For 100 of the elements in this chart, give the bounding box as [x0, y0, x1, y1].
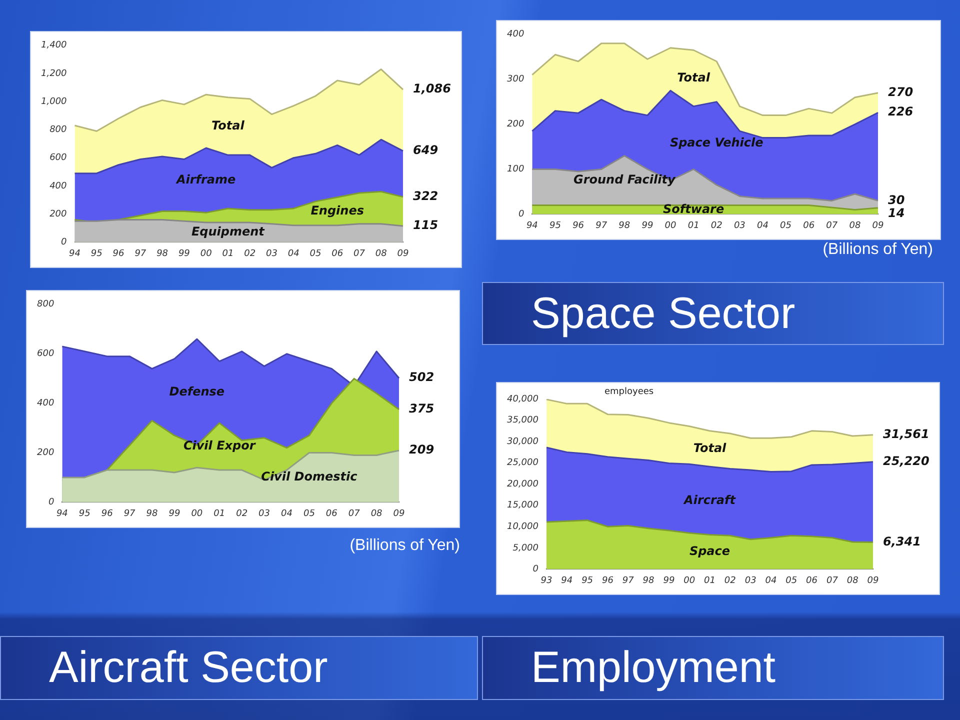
x-tick-label: 03	[744, 576, 757, 586]
x-tick-label: 01	[688, 220, 700, 231]
x-tick-label: 01	[704, 576, 716, 586]
series-label: Civil Domestic	[261, 470, 358, 484]
x-tick-label: 03	[258, 508, 270, 519]
x-tick-label: 04	[288, 248, 300, 259]
data-label: 375	[409, 402, 434, 416]
series-label: Civil Expor	[183, 438, 256, 453]
x-tick-label: 99	[642, 220, 654, 231]
data-label: 649	[413, 143, 438, 158]
x-tick-label: 06	[806, 576, 818, 586]
x-tick-label: 04	[757, 220, 769, 231]
text: (Billions of Yen)	[822, 240, 933, 260]
series-label: Defense	[169, 384, 225, 398]
y-tick-label: 400	[36, 398, 54, 409]
data-label: 31,561	[883, 427, 930, 442]
y-tick-label: 20,000	[506, 479, 539, 490]
x-tick-label: 98	[618, 220, 630, 231]
x-tick-label: 97	[622, 576, 634, 586]
text: Employment	[482, 636, 944, 700]
x-tick-label: 08	[375, 248, 388, 259]
series-label: Engines	[310, 203, 364, 218]
data-label: 322	[413, 189, 438, 204]
x-tick-label: 94	[56, 508, 68, 519]
x-tick-label: 94	[561, 576, 573, 586]
y-tick-label: 15,000	[506, 500, 539, 511]
x-tick-label: 00	[664, 220, 677, 231]
x-tick-label: 01	[214, 508, 226, 519]
x-tick-label: 05	[780, 220, 792, 231]
y-tick-label: 200	[506, 120, 524, 130]
y-tick-label: 25,000	[506, 458, 539, 468]
x-tick-label: 97	[124, 508, 136, 519]
data-label: 115	[413, 218, 438, 232]
series-label: Ground Facility	[574, 172, 676, 187]
x-tick-label: 08	[370, 508, 383, 519]
x-tick-label: 07	[354, 248, 366, 259]
x-tick-label: 95	[582, 576, 594, 586]
x-tick-label: 05	[310, 248, 322, 259]
series-label: Space	[689, 544, 730, 558]
x-tick-label: 07	[826, 576, 838, 586]
x-tick-label: 99	[178, 248, 190, 259]
data-label: 209	[409, 442, 434, 457]
y-tick-label: 200	[50, 209, 68, 220]
x-tick-label: 03	[734, 220, 746, 231]
x-tick-label: 94	[69, 248, 81, 259]
x-tick-label: 07	[348, 508, 360, 519]
data-label: 502	[409, 370, 434, 384]
y-tick-label: 30,000	[506, 436, 539, 447]
x-tick-label: 02	[236, 508, 248, 519]
x-tick-label: 05	[303, 508, 316, 519]
data-label: 1,086	[413, 82, 451, 96]
x-tick-label: 06	[326, 508, 338, 519]
text: (Billions of Yen)	[348, 536, 460, 556]
x-tick-label: 98	[156, 248, 168, 259]
data-label: 6,341	[883, 534, 921, 548]
x-tick-label: 99	[168, 508, 180, 519]
y-tick-label: 10,000	[506, 522, 539, 532]
y-axis-title: employees	[604, 386, 654, 397]
x-tick-label: 08	[849, 220, 861, 231]
x-tick-label: 95	[90, 248, 103, 259]
y-tick-label: 0	[532, 564, 539, 575]
x-tick-label: 97	[596, 220, 608, 231]
series-label: Aircraft	[683, 492, 737, 507]
x-tick-label: 09	[397, 248, 409, 259]
series-label: Space Vehicle	[670, 136, 764, 150]
y-tick-label: 800	[36, 300, 54, 310]
y-tick-label: 300	[506, 74, 524, 85]
x-tick-label: 99	[663, 576, 675, 586]
x-tick-label: 02	[244, 248, 256, 259]
data-label: 270	[888, 84, 914, 99]
x-tick-label: 04	[765, 576, 777, 586]
x-tick-label: 05	[786, 576, 798, 586]
series-label: Software	[663, 202, 724, 216]
text: Space Sector	[482, 282, 944, 345]
data-label: 30	[888, 192, 905, 207]
series-label: Equipment	[191, 224, 266, 238]
y-tick-label: 0	[48, 498, 54, 508]
x-tick-label: 09	[393, 508, 405, 519]
x-tick-label: 95	[78, 508, 91, 519]
y-tick-label: 600	[36, 349, 54, 360]
x-tick-label: 06	[803, 220, 815, 231]
x-tick-label: 03	[266, 248, 278, 259]
y-tick-label: 0	[518, 210, 524, 220]
x-tick-label: 97	[134, 248, 146, 259]
y-tick-label: 1,000	[41, 96, 68, 107]
x-tick-label: 02	[710, 220, 723, 231]
data-label: 25,220	[883, 454, 930, 468]
series-label: Airframe	[175, 172, 236, 186]
x-tick-label: 96	[572, 220, 584, 231]
x-tick-label: 00	[191, 508, 203, 519]
x-tick-label: 94	[526, 220, 538, 231]
y-tick-label: 1,200	[41, 68, 68, 79]
y-tick-label: 800	[50, 125, 68, 136]
x-tick-label: 96	[112, 248, 125, 259]
data-label: 14	[888, 206, 905, 220]
x-tick-label: 96	[101, 508, 114, 519]
y-tick-label: 400	[50, 181, 68, 192]
x-tick-label: 00	[684, 576, 696, 586]
text: Aircraft Sector	[0, 636, 478, 700]
x-tick-label: 09	[867, 576, 879, 586]
